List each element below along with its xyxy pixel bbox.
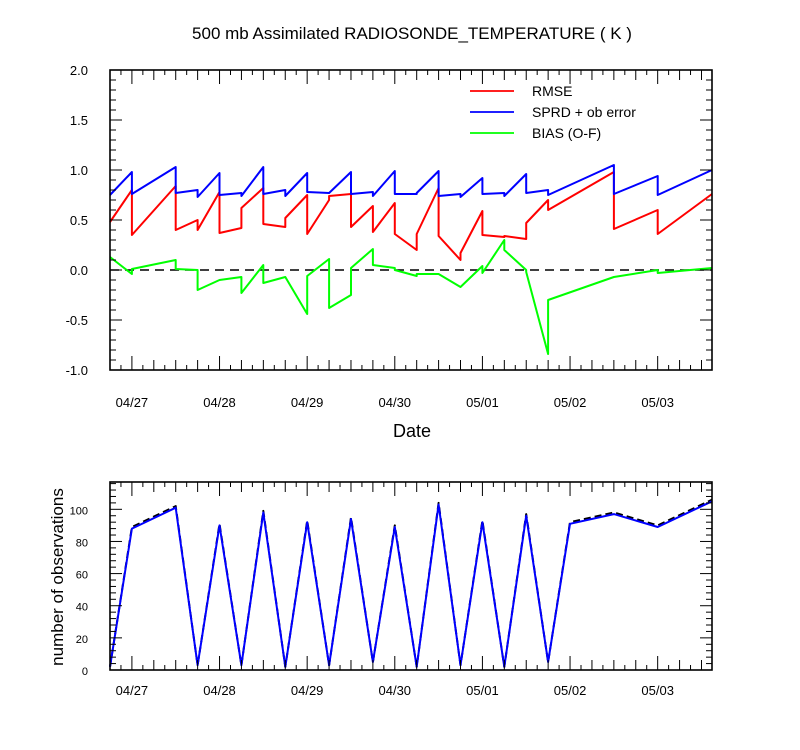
x-tick-label: 05/01 [466, 395, 499, 410]
y-tick-label: -1.0 [66, 363, 88, 378]
y-axis-label: number of observations [48, 488, 67, 666]
top-x-tick-labels: 04/27 04/28 04/29 04/30 05/01 05/02 05/03 [116, 395, 674, 410]
x-tick-label: 05/01 [466, 683, 499, 698]
y-tick-label: 80 [76, 537, 88, 549]
legend: RMSE SPRD + ob error BIAS (O-F) [470, 83, 636, 141]
legend-label-bias: BIAS (O-F) [532, 125, 601, 141]
x-tick-label: 04/30 [379, 683, 412, 698]
y-tick-label: 2.0 [70, 63, 88, 78]
x-tick-label: 04/28 [203, 683, 236, 698]
series-line-used-observations [109, 500, 713, 668]
x-tick-label: 05/03 [641, 395, 674, 410]
y-tick-label: 40 [76, 602, 88, 614]
top-y-tick-labels: -1.0 -0.5 0.0 0.5 1.0 1.5 2.0 [66, 63, 88, 378]
x-tick-label: 05/03 [641, 683, 674, 698]
series-line-bias-o-f- [109, 239, 713, 355]
bottom-plot-frame [109, 481, 713, 671]
y-tick-label: 0 [82, 666, 88, 678]
top-plot-frame [109, 69, 713, 371]
series-line-sprd-ob-error [109, 164, 713, 198]
y-tick-label: 0.0 [70, 263, 88, 278]
series-line-rmse [109, 171, 713, 261]
x-tick-label: 05/02 [554, 395, 587, 410]
y-tick-label: 1.5 [70, 113, 88, 128]
y-tick-label: 60 [76, 570, 88, 582]
x-tick-label: 04/29 [291, 683, 324, 698]
bottom-y-tick-labels: 0 20 40 60 80 100 [70, 505, 88, 678]
x-tick-label: 04/28 [203, 395, 236, 410]
bottom-series-group [109, 498, 713, 668]
x-tick-label: 04/27 [116, 395, 149, 410]
chart-title: 500 mb Assimilated RADIOSONDE_TEMPERATUR… [192, 24, 632, 43]
y-tick-label: 1.0 [70, 163, 88, 178]
x-tick-label: 04/30 [379, 395, 412, 410]
y-tick-label: -0.5 [66, 313, 88, 328]
x-tick-label: 04/27 [116, 683, 149, 698]
y-tick-label: 20 [76, 634, 88, 646]
y-tick-label: 100 [70, 505, 88, 517]
x-tick-label: 05/02 [554, 683, 587, 698]
x-tick-label: 04/29 [291, 395, 324, 410]
x-axis-label: Date [393, 421, 431, 441]
bottom-x-tick-labels: 04/27 04/28 04/29 04/30 05/01 05/02 05/03 [116, 683, 674, 698]
y-tick-label: 0.5 [70, 213, 88, 228]
legend-label-sprd: SPRD + ob error [532, 104, 636, 120]
bottom-chart: 0 20 40 60 80 100 04/27 04/28 04/29 04/30 05/01 05… [48, 481, 713, 698]
top-chart: 500 mb Assimilated RADIOSONDE_TEMPERATUR… [66, 24, 713, 441]
legend-label-rmse: RMSE [532, 83, 572, 99]
top-series-group [109, 164, 713, 355]
top-axis-ticks [109, 69, 712, 371]
